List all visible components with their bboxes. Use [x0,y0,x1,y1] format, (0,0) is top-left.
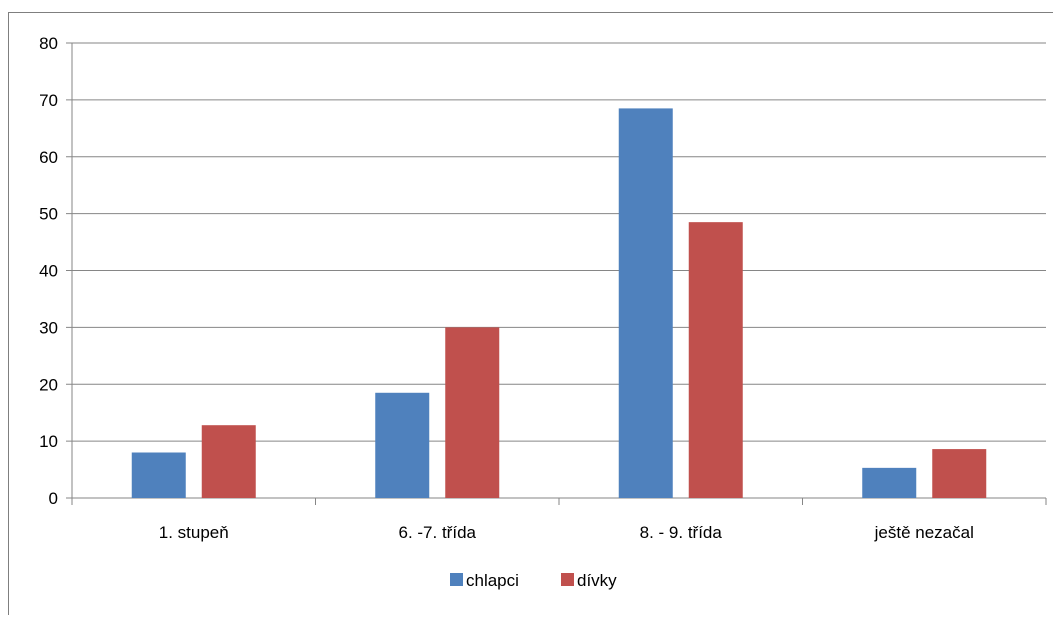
x-tick-label: 6. -7. třída [399,523,477,542]
chart-frame [8,12,1053,615]
y-tick-label: 80 [39,34,58,53]
bar-dívky-1 [445,327,500,498]
y-tick-label: 0 [49,489,58,508]
x-tick-labels: 1. stupeň 6. -7. třída 8. - 9. třída ještě … [159,523,974,542]
y-tick-labels: 0 10 20 30 40 50 60 70 80 [39,34,58,508]
bar-dívky-3 [932,449,987,498]
x-tick-label: ještě nezačal [874,523,974,542]
x-tick-label: 1. stupeň [159,523,229,542]
legend: chlapci dívky [450,571,617,590]
y-tick-label: 60 [39,148,58,167]
legend-swatch-dívky [561,573,574,586]
y-tick-label: 20 [39,375,58,394]
y-tick-label: 10 [39,432,58,451]
x-tick-label: 8. - 9. třída [640,523,723,542]
bar-chlapci-3 [862,467,917,498]
bar-dívky-0 [201,425,256,498]
legend-swatch-chlapci [450,573,463,586]
y-tick-label: 40 [39,262,58,281]
legend-label-chlapci: chlapci [466,571,519,590]
bar-dívky-2 [688,222,743,498]
bar-chlapci-2 [618,108,673,498]
gridlines [66,42,1047,505]
bars [131,108,987,498]
y-tick-label: 70 [39,91,58,110]
y-tick-label: 30 [39,318,58,337]
bar-chlapci-0 [131,452,186,498]
bar-chlapci-1 [375,392,430,498]
legend-label-dívky: dívky [577,571,617,590]
y-tick-label: 50 [39,205,58,224]
